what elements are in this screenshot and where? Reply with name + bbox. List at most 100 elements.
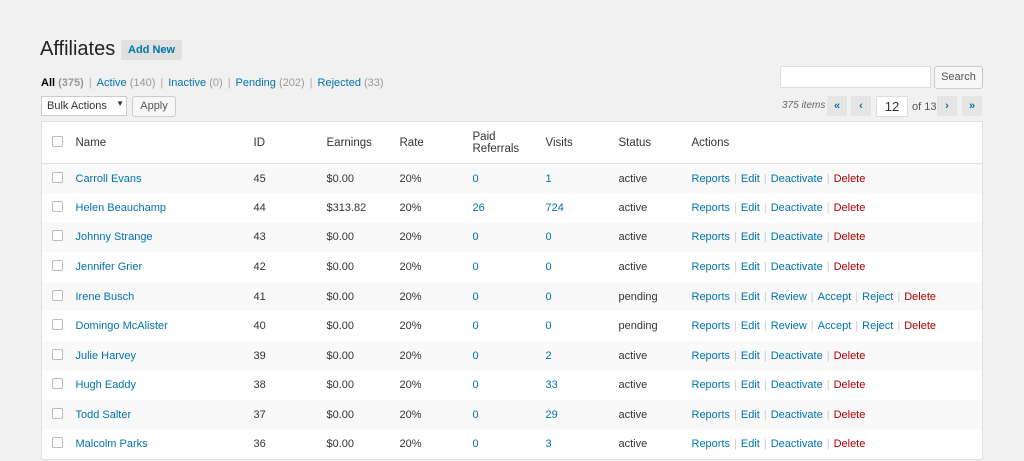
last-page-button[interactable]: » (962, 96, 982, 116)
action-delete[interactable]: Delete (833, 438, 866, 451)
action-delete[interactable]: Delete (833, 409, 866, 422)
affiliate-name-link[interactable]: Johnny Strange (75, 231, 153, 244)
action-edit[interactable]: Edit (740, 201, 760, 214)
action-edit[interactable]: Edit (740, 409, 760, 422)
col-rate[interactable]: Rate (399, 121, 473, 164)
action-delete[interactable]: Delete (904, 320, 936, 333)
action-delete[interactable]: Delete (833, 201, 866, 214)
search-input[interactable] (780, 66, 931, 88)
row-checkbox[interactable] (52, 408, 63, 420)
paid-referrals-link[interactable]: 0 (472, 320, 479, 333)
action-review[interactable]: Review (770, 320, 807, 333)
action-reports[interactable]: Reports (691, 438, 731, 451)
col-visits[interactable]: Visits (545, 121, 619, 164)
row-checkbox[interactable] (52, 260, 63, 272)
row-checkbox[interactable] (52, 378, 63, 390)
visits-link[interactable]: 0 (545, 290, 552, 303)
action-reports[interactable]: Reports (691, 320, 731, 333)
action-deactivate[interactable]: Deactivate (770, 201, 823, 214)
visits-link[interactable]: 33 (545, 379, 558, 392)
action-edit[interactable]: Edit (740, 261, 760, 274)
action-edit[interactable]: Edit (740, 379, 760, 392)
action-deactivate[interactable]: Deactivate (770, 379, 823, 392)
affiliate-name-link[interactable]: Helen Beauchamp (75, 201, 167, 214)
action-deactivate[interactable]: Deactivate (770, 409, 823, 422)
visits-link[interactable]: 0 (545, 320, 552, 333)
action-edit[interactable]: Edit (740, 349, 760, 362)
affiliate-name-link[interactable]: Jennifer Grier (75, 261, 143, 274)
filter-inactive[interactable]: Inactive (0) (168, 77, 222, 89)
action-deactivate[interactable]: Deactivate (770, 438, 823, 451)
affiliate-name-link[interactable]: Malcolm Parks (75, 438, 148, 451)
col-earnings[interactable]: Earnings (326, 121, 400, 164)
action-reports[interactable]: Reports (691, 261, 731, 274)
action-reports[interactable]: Reports (691, 290, 731, 303)
action-reports[interactable]: Reports (691, 379, 731, 392)
visits-link[interactable]: 724 (545, 201, 564, 214)
row-checkbox[interactable] (52, 319, 63, 331)
paid-referrals-link[interactable]: 0 (472, 290, 479, 303)
visits-link[interactable]: 2 (545, 349, 552, 362)
col-id[interactable]: ID (253, 121, 327, 164)
action-reports[interactable]: Reports (691, 172, 731, 185)
action-edit[interactable]: Edit (740, 290, 760, 303)
action-reject[interactable]: Reject (862, 290, 894, 303)
action-deactivate[interactable]: Deactivate (770, 261, 823, 274)
row-checkbox[interactable] (52, 230, 63, 242)
visits-link[interactable]: 1 (545, 172, 552, 185)
apply-button[interactable]: Apply (132, 96, 176, 117)
paid-referrals-link[interactable]: 0 (472, 172, 479, 185)
action-deactivate[interactable]: Deactivate (770, 172, 823, 185)
paid-referrals-link[interactable]: 0 (472, 379, 479, 392)
affiliate-name-link[interactable]: Carroll Evans (75, 172, 142, 185)
action-reports[interactable]: Reports (691, 409, 731, 422)
row-checkbox[interactable] (52, 289, 63, 301)
action-reports[interactable]: Reports (691, 201, 731, 214)
paid-referrals-link[interactable]: 0 (472, 261, 479, 274)
row-checkbox[interactable] (52, 200, 63, 212)
paid-referrals-link[interactable]: 0 (472, 438, 479, 451)
col-name[interactable]: Name (75, 121, 254, 164)
search-button[interactable]: Search (934, 66, 983, 89)
row-checkbox[interactable] (52, 348, 63, 360)
visits-link[interactable]: 0 (545, 261, 552, 274)
action-delete[interactable]: Delete (833, 172, 866, 185)
col-paid-referrals[interactable]: Paid Referrals (472, 121, 546, 164)
action-reports[interactable]: Reports (691, 349, 731, 362)
action-edit[interactable]: Edit (740, 438, 760, 451)
action-delete[interactable]: Delete (833, 231, 866, 244)
prev-page-button[interactable]: ‹ (851, 96, 871, 116)
action-edit[interactable]: Edit (740, 172, 760, 185)
select-all-checkbox[interactable] (52, 135, 63, 147)
row-checkbox[interactable] (52, 171, 63, 183)
row-checkbox[interactable] (52, 437, 63, 449)
action-edit[interactable]: Edit (740, 320, 760, 333)
filter-rejected[interactable]: Rejected (33) (318, 77, 384, 89)
action-deactivate[interactable]: Deactivate (770, 231, 823, 244)
paid-referrals-link[interactable]: 0 (472, 231, 479, 244)
bulk-actions-select[interactable]: Bulk Actions ▼ (41, 96, 127, 116)
action-review[interactable]: Review (770, 290, 807, 303)
action-accept[interactable]: Accept (817, 290, 852, 303)
action-delete[interactable]: Delete (833, 349, 866, 362)
first-page-button[interactable]: « (827, 96, 847, 116)
filter-active[interactable]: Active (140) (97, 77, 156, 89)
paid-referrals-link[interactable]: 0 (472, 349, 479, 362)
affiliate-name-link[interactable]: Hugh Eaddy (75, 379, 137, 392)
affiliate-name-link[interactable]: Domingo McAlister (75, 320, 168, 333)
affiliate-name-link[interactable]: Julie Harvey (75, 349, 137, 362)
col-status[interactable]: Status (618, 121, 692, 164)
action-reports[interactable]: Reports (691, 231, 731, 244)
filter-pending[interactable]: Pending (202) (236, 77, 305, 89)
current-page-input[interactable]: 12 (876, 96, 908, 117)
visits-link[interactable]: 29 (545, 409, 558, 422)
action-delete[interactable]: Delete (833, 261, 866, 274)
filter-all[interactable]: All (375) (41, 77, 84, 89)
affiliate-name-link[interactable]: Irene Busch (75, 290, 135, 303)
action-edit[interactable]: Edit (740, 231, 760, 244)
visits-link[interactable]: 3 (545, 438, 552, 451)
action-reject[interactable]: Reject (862, 320, 894, 333)
visits-link[interactable]: 0 (545, 231, 552, 244)
paid-referrals-link[interactable]: 0 (472, 409, 479, 422)
action-delete[interactable]: Delete (904, 290, 936, 303)
